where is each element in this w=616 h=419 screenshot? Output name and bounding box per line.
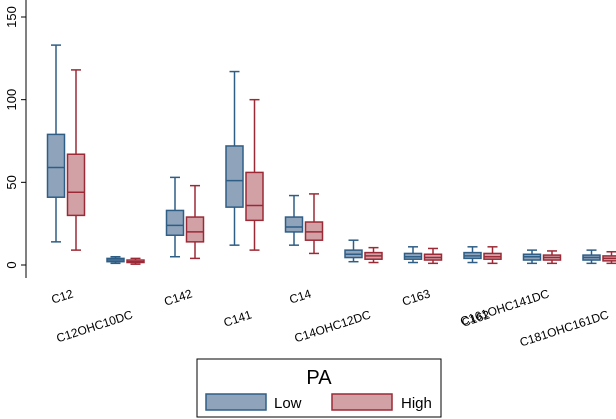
- legend-label-high: High: [401, 395, 432, 412]
- box-high-c161ohc141dc: [542, 250, 562, 265]
- legend-title: PA: [306, 367, 332, 389]
- x-tick-label: C14OHC12DC: [293, 307, 373, 345]
- box-high-c141: [245, 98, 264, 251]
- legend: PA Low High: [196, 358, 442, 418]
- iqr-box: [284, 216, 304, 233]
- box-high-c14: [304, 193, 324, 255]
- box-high-c12ohc10dc: [126, 257, 145, 265]
- y-tick-label: 100: [4, 89, 19, 111]
- iqr-box: [46, 133, 66, 198]
- box-high-c163: [423, 247, 443, 265]
- box-low-c161ohc141dc: [522, 249, 542, 265]
- x-tick-label: C12OHC10DC: [55, 307, 135, 345]
- x-tick-label: C12: [50, 286, 76, 306]
- box-high-c162: [483, 246, 502, 265]
- legend-label-low: Low: [274, 395, 302, 412]
- iqr-box: [165, 209, 185, 236]
- iqr-box: [245, 171, 264, 222]
- box-low-c142: [165, 176, 185, 258]
- box-low-c163: [403, 246, 423, 264]
- y-axis: 0 50 100 150: [4, 0, 27, 278]
- plot-area: [46, 44, 616, 265]
- box-high-c14ohc12dc: [364, 246, 383, 264]
- box-high-c12: [66, 69, 86, 251]
- box-low-c181ohc161dc: [582, 249, 601, 265]
- box-low-c14ohc12dc: [344, 239, 363, 263]
- iqr-box: [66, 153, 86, 217]
- box-low-c12: [46, 44, 66, 243]
- x-tick-label: C141: [222, 307, 254, 329]
- box-low-c141: [225, 70, 244, 246]
- iqr-box: [185, 216, 205, 243]
- box-high-c142: [185, 184, 205, 260]
- box-high-c181ohc161dc: [602, 251, 616, 265]
- box-low-c162: [463, 246, 482, 264]
- y-tick-label: 50: [4, 175, 19, 189]
- x-tick-label: C14: [288, 286, 314, 306]
- iqr-box: [225, 145, 244, 208]
- legend-swatch-high: [331, 393, 393, 411]
- x-tick-label: C163: [400, 286, 432, 308]
- box-low-c12ohc10dc: [106, 255, 125, 265]
- box-low-c14: [284, 194, 304, 246]
- y-tick-label: 150: [4, 6, 19, 28]
- x-tick-label: C142: [162, 286, 194, 308]
- y-tick-label: 0: [4, 261, 19, 268]
- iqr-box: [304, 221, 324, 241]
- x-tick-label: C161OHC141DC: [458, 286, 551, 328]
- x-tick-label: C181OHC161DC: [518, 307, 611, 349]
- legend-swatch-low: [205, 393, 267, 411]
